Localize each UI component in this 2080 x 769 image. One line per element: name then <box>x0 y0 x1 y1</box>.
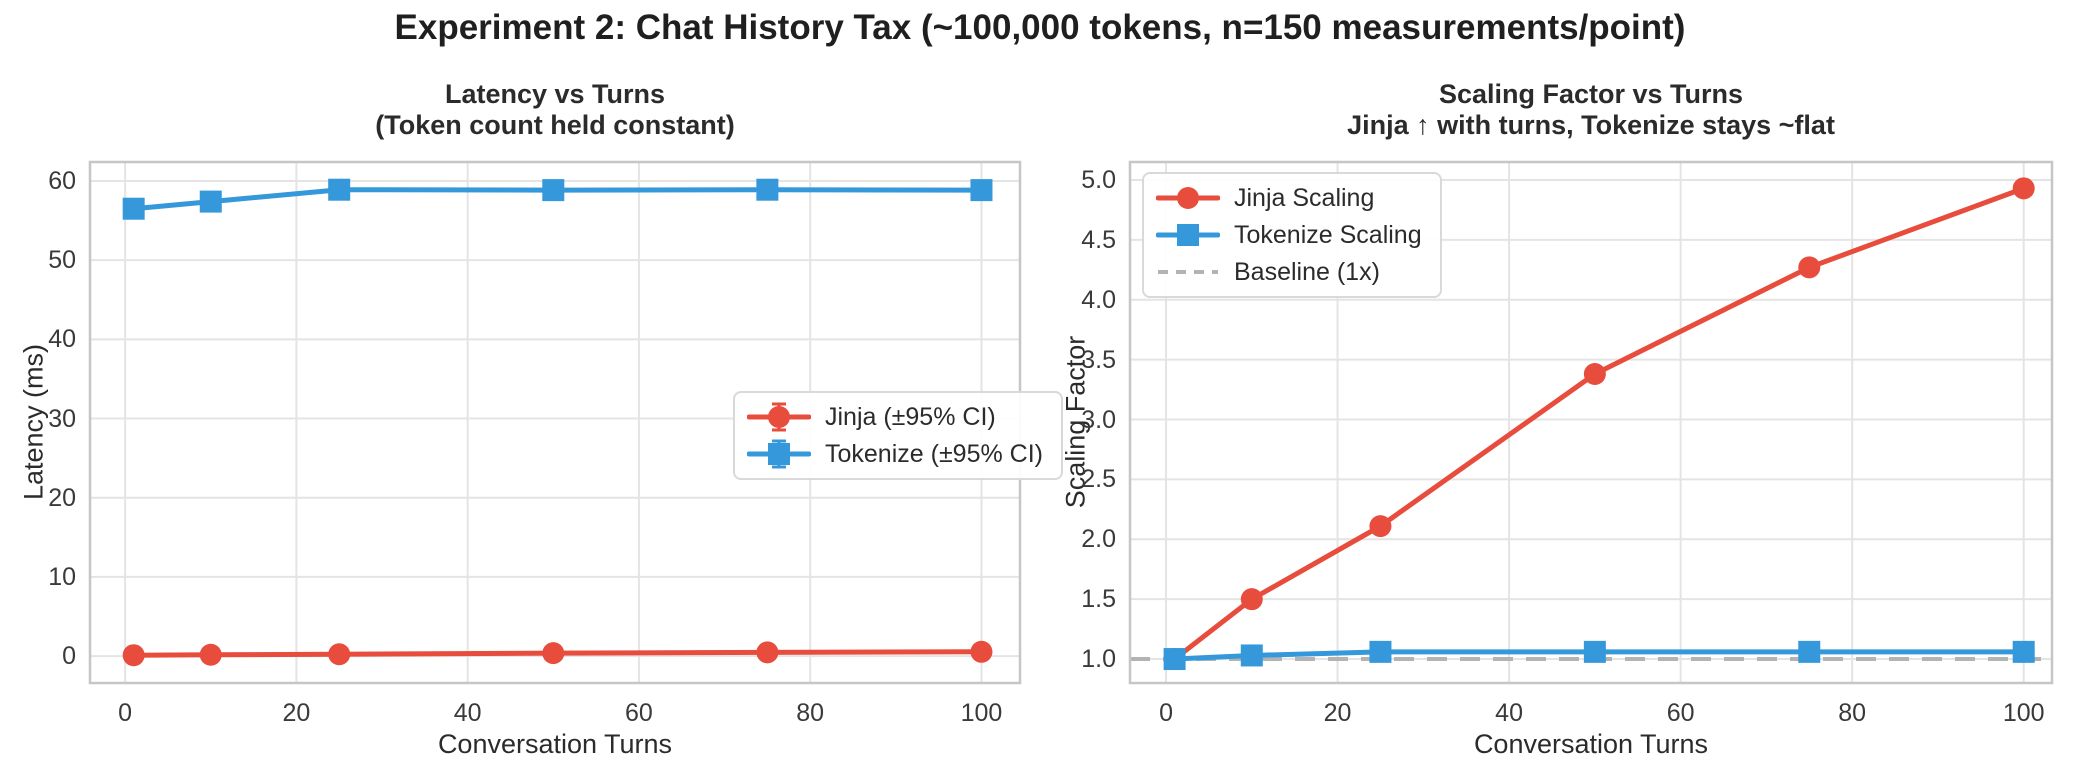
series-legend-glyph <box>1156 187 1220 209</box>
scaling-x-tick-label: 20 <box>1323 699 1352 727</box>
data-point-marker <box>1240 644 1263 667</box>
jinja-line <box>1172 185 2027 662</box>
latency-chart-legend: Jinja (±95% CI) Tokenize (±95% CI) <box>733 391 1063 480</box>
scaling-x-tick-label: 0 <box>1159 699 1173 727</box>
tokenize-line <box>1172 649 2027 662</box>
data-point-marker <box>756 178 779 201</box>
latency-y-tick-label: 50 <box>48 246 76 275</box>
data-point-marker <box>542 179 565 202</box>
latency-chart-title-line2: (Token count held constant) <box>375 110 735 140</box>
latency-x-tick-label: 100 <box>960 699 1003 727</box>
legend-entry: Tokenize (±95% CI) <box>747 438 1043 470</box>
data-point-marker <box>199 190 222 213</box>
jinja-line <box>131 649 984 658</box>
figure-title: Experiment 2: Chat History Tax (~100,000… <box>394 8 1686 47</box>
legend-entry-label: Baseline (1x) <box>1234 257 1380 286</box>
data-point-marker <box>328 643 351 666</box>
latency-x-tick-label: 40 <box>453 699 482 727</box>
data-point-marker <box>1240 588 1263 611</box>
scaling-y-tick-label: 3.0 <box>1081 405 1116 434</box>
legend-entry: Baseline (1x) <box>1156 256 1422 288</box>
data-point-marker <box>1583 640 1606 663</box>
baseline-legend-glyph <box>1158 270 1218 274</box>
latency-y-tick-label: 0 <box>62 642 76 671</box>
scaling-y-tick-label: 2.5 <box>1081 465 1116 494</box>
data-point-marker <box>542 642 565 665</box>
series-legend-glyph <box>1156 224 1220 246</box>
data-point-marker <box>199 643 222 666</box>
scaling-y-tick-label: 5.0 <box>1081 165 1116 194</box>
data-point-marker <box>1369 640 1392 663</box>
series-legend-glyph <box>747 402 811 432</box>
scaling-x-tick-label: 80 <box>1838 699 1867 727</box>
latency-chart-plot <box>88 160 1022 685</box>
scaling-y-tick-label: 4.0 <box>1081 285 1116 314</box>
data-point-marker <box>756 641 779 664</box>
data-point-marker <box>2012 177 2035 200</box>
tokenize-line <box>131 187 984 212</box>
legend-entry-label: Tokenize Scaling <box>1234 220 1422 249</box>
latency-x-tick-label: 60 <box>625 699 653 727</box>
legend-entry-label: Jinja Scaling <box>1234 183 1375 212</box>
data-point-marker <box>970 179 993 202</box>
scaling-x-tick-label: 60 <box>1666 699 1695 727</box>
data-point-marker <box>970 640 993 663</box>
data-point-marker <box>328 178 351 201</box>
scaling-x-tick-label: 100 <box>2002 699 2045 727</box>
latency-y-tick-label: 30 <box>48 404 76 433</box>
scaling-y-tick-label: 2.0 <box>1081 525 1116 554</box>
latency-y-tick-label: 10 <box>48 562 76 591</box>
latency-y-tick-label: 60 <box>48 167 76 195</box>
data-point-marker <box>1369 515 1392 538</box>
data-point-marker <box>1163 648 1186 671</box>
scaling-chart-title-line1: Scaling Factor vs Turns <box>1438 79 1744 109</box>
latency-x-tick-label: 80 <box>796 699 825 727</box>
latency-y-tick-label: 40 <box>48 325 76 354</box>
plot-border <box>1128 160 2054 685</box>
data-point-marker <box>122 197 145 220</box>
data-point-marker <box>1798 256 1821 279</box>
data-point-marker <box>122 644 145 667</box>
scaling-x-tick-label: 40 <box>1495 699 1523 727</box>
legend-entry-label: Jinja (±95% CI) <box>825 402 996 431</box>
legend-entry-label: Tokenize (±95% CI) <box>825 439 1043 468</box>
latency-y-tick-label: 20 <box>48 483 76 512</box>
scaling-chart-legend: Jinja Scaling Tokenize Scaling Baseline (1… <box>1142 172 1442 298</box>
scaling-y-tick-label: 1.5 <box>1081 585 1116 614</box>
legend-entry: Jinja (±95% CI) <box>747 401 1043 433</box>
scaling-chart-title-line2: Jinja ↑ with turns, Tokenize stays ~flat <box>1347 110 1835 140</box>
scaling-y-tick-label: 4.5 <box>1081 225 1116 254</box>
series-legend-glyph <box>747 439 811 469</box>
latency-chart-title-line1: Latency vs Turns <box>444 79 666 109</box>
latency-x-axis-label: Conversation Turns <box>437 729 673 759</box>
latency-chart-title: Latency vs Turns (Token count held const… <box>90 79 1020 141</box>
legend-entry: Tokenize Scaling <box>1156 219 1422 251</box>
scaling-y-tick-label: 3.5 <box>1081 345 1116 374</box>
legend-entry: Jinja Scaling <box>1156 182 1422 214</box>
latency-x-tick-label: 0 <box>118 699 133 727</box>
scaling-x-axis-label: Conversation Turns <box>1473 729 1709 759</box>
scaling-chart-title: Scaling Factor vs Turns Jinja ↑ with tur… <box>1130 79 2052 141</box>
data-point-marker <box>1798 640 1821 663</box>
data-point-marker <box>1583 362 1606 385</box>
latency-x-tick-label: 20 <box>282 699 311 727</box>
data-point-marker <box>2012 640 2035 663</box>
scaling-y-tick-label: 1.0 <box>1081 645 1116 674</box>
scaling-chart-plot <box>1128 160 2054 685</box>
